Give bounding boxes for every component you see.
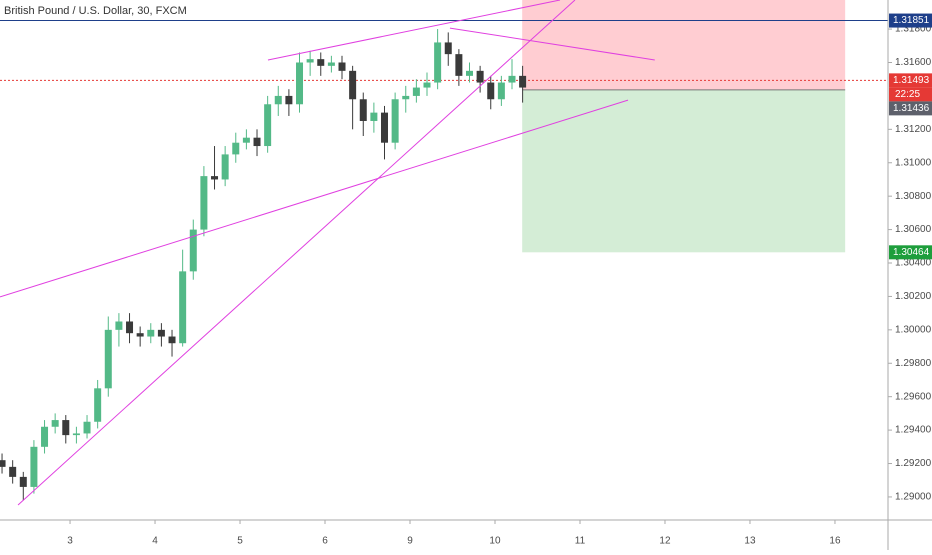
- price-tag-label: 1.31436: [893, 103, 930, 114]
- candle-body: [497, 82, 505, 100]
- x-tick-label: 9: [407, 536, 413, 547]
- axes: 1.29000 1.29200 1.29400 1.29600 1.29800 1.300…: [67, 13, 932, 547]
- candle-body: [189, 229, 197, 272]
- candle-body: [444, 42, 452, 55]
- y-tick-label: 1.31000: [895, 157, 932, 168]
- candle-body: [179, 271, 187, 344]
- x-tick-label: 16: [829, 536, 841, 547]
- stop-zone: [522, 0, 846, 90]
- candle-body: [62, 420, 70, 436]
- plot-area: [0, 0, 888, 506]
- candle-body: [476, 70, 484, 83]
- x-tick-label: 3: [67, 536, 73, 547]
- candle-body: [51, 420, 59, 427]
- candle-body: [264, 104, 272, 147]
- trendline: [449, 27, 655, 61]
- candle-body: [359, 99, 367, 121]
- y-tick-label: 1.31200: [895, 124, 932, 135]
- y-tick-label: 1.30400: [895, 258, 932, 269]
- y-tick-label: 1.29800: [895, 358, 932, 369]
- candle-body: [242, 137, 250, 143]
- candle-body: [381, 112, 389, 143]
- candle-body: [83, 421, 91, 434]
- candle-body: [126, 321, 134, 334]
- candle-body: [72, 433, 80, 436]
- candle-body: [370, 112, 378, 121]
- price-tag-label: 1.30464: [893, 247, 930, 258]
- candle-body: [338, 62, 346, 71]
- candle-body: [9, 466, 17, 477]
- candle-body: [41, 426, 49, 447]
- candle-body: [200, 176, 208, 230]
- trendline: [0, 99, 629, 298]
- candle-body: [221, 154, 229, 180]
- price-tag-label: 1.31493: [893, 75, 930, 86]
- y-tick-label: 1.29400: [895, 425, 932, 436]
- candle-body: [168, 336, 176, 344]
- trendline: [267, 0, 561, 61]
- candle-body: [232, 142, 240, 155]
- candle-body: [519, 75, 527, 88]
- candle-body: [104, 329, 112, 389]
- candle-body: [349, 70, 357, 100]
- trendline: [17, 0, 576, 506]
- x-tick-label: 13: [744, 536, 756, 547]
- chart-title: British Pound / U.S. Dollar, 30, FXCM: [4, 5, 187, 17]
- y-tick-label: 1.31600: [895, 57, 932, 68]
- candle-body: [306, 59, 314, 63]
- candle-body: [157, 329, 165, 337]
- candle-body: [147, 329, 155, 337]
- price-tag: [889, 13, 932, 28]
- x-tick-label: 12: [659, 536, 671, 547]
- candle-body: [94, 388, 102, 422]
- x-tick-label: 10: [489, 536, 501, 547]
- candle-body: [19, 476, 27, 487]
- candle-body: [412, 87, 420, 96]
- countdown-tag: [889, 87, 932, 102]
- candle-body: [423, 82, 431, 88]
- candle-body: [391, 99, 399, 143]
- price-tag: [889, 73, 932, 88]
- candle-body: [434, 42, 442, 83]
- y-tick-label: 1.30000: [895, 324, 932, 335]
- target-zone: [522, 89, 846, 253]
- candle-body: [253, 137, 261, 147]
- candle-body: [402, 95, 410, 100]
- candle-body: [296, 62, 304, 105]
- y-tick-label: 1.30200: [895, 291, 932, 302]
- candle-body: [465, 70, 473, 76]
- y-tick-label: 1.29200: [895, 458, 932, 469]
- candle-body: [487, 82, 495, 100]
- candle-body: [0, 460, 6, 467]
- candle-body: [317, 59, 325, 66]
- y-tick-label: 1.31800: [895, 24, 932, 35]
- price-tag: [889, 101, 932, 116]
- candle-body: [455, 54, 463, 76]
- candle-body: [30, 446, 38, 487]
- x-tick-label: 5: [237, 536, 243, 547]
- price-tag: [889, 245, 932, 260]
- price-tag-label: 1.31851: [893, 15, 930, 26]
- candle-body: [508, 75, 516, 83]
- y-tick-label: 1.30800: [895, 191, 932, 202]
- candle-body: [136, 333, 144, 337]
- countdown-label: 22:25: [895, 89, 920, 100]
- y-tick-label: 1.29000: [895, 492, 932, 503]
- candle-body: [211, 176, 219, 180]
- candle-body: [115, 321, 123, 330]
- x-tick-label: 11: [575, 536, 586, 547]
- candle-body: [327, 62, 335, 66]
- candle-body: [285, 95, 293, 105]
- y-tick-label: 1.30600: [895, 224, 932, 235]
- y-tick-label: 1.29600: [895, 391, 932, 402]
- candle-body: [274, 95, 282, 105]
- x-tick-label: 6: [322, 536, 328, 547]
- x-tick-label: 4: [152, 536, 158, 547]
